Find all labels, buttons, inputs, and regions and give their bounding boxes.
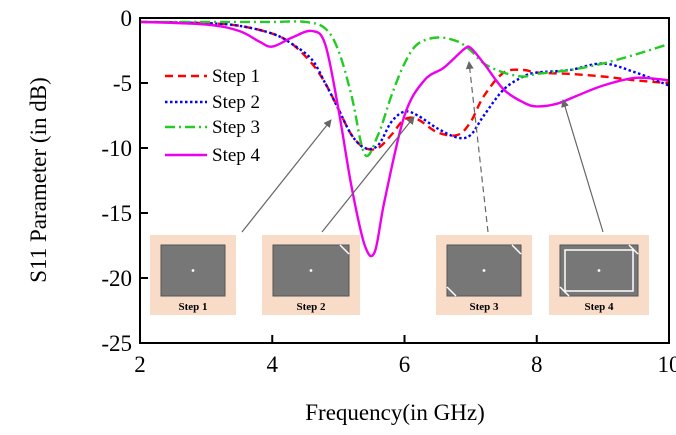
x-tick-label: 4 (267, 352, 279, 377)
feed-point (191, 269, 195, 272)
ring-slot (564, 249, 634, 292)
insets-layer: Step 1 Step 2 Step 3 Step 4 (150, 235, 649, 315)
y-tick-label: -5 (113, 71, 132, 96)
legend-label: Step 3 (212, 117, 260, 138)
x-tick-label: 2 (134, 352, 146, 377)
annotation-arrow (465, 61, 489, 233)
legend-item-step-4: Step 4 (165, 145, 261, 166)
series-layer (139, 20, 670, 258)
feed-point (482, 269, 486, 272)
series-line-step-3 (140, 20, 670, 158)
inset-step-2: Step 2 (262, 235, 360, 315)
axis-ticks: 2 4 6 8 10 0 -5 -10 -15 -20 -25 (101, 6, 676, 377)
corner-slot (446, 286, 457, 297)
legend: Step 1 Step 2 Step 3 Step 4 (165, 66, 261, 166)
inset-step-4: Step 4 (549, 235, 649, 315)
legend-label: Step 4 (212, 145, 261, 166)
x-tick-label: 10 (658, 352, 676, 377)
inset-label: Step 3 (469, 301, 499, 313)
y-tick-label: -10 (101, 136, 132, 161)
y-tick-label: -25 (101, 331, 132, 356)
corner-slot (339, 244, 350, 255)
corner-slot (511, 244, 522, 255)
series-line-step-2 (139, 20, 670, 151)
legend-label: Step 1 (212, 66, 260, 87)
annotation-arrow (321, 116, 415, 233)
legend-item-step-2: Step 2 (165, 92, 260, 113)
x-tick-label: 8 (531, 352, 543, 377)
feed-point (309, 269, 313, 272)
legend-item-step-3: Step 3 (165, 117, 260, 138)
inset-step-3: Step 3 (436, 235, 532, 315)
annotation-arrows (241, 61, 604, 233)
feed-point (597, 269, 601, 272)
annotation-arrow (241, 119, 332, 233)
antenna-patch (160, 244, 226, 297)
legend-item-step-1: Step 1 (165, 66, 260, 87)
inset-label: Step 2 (296, 301, 326, 313)
series-line-step-4 (139, 20, 670, 258)
legend-label: Step 2 (212, 92, 260, 113)
y-tick-label: -20 (101, 266, 132, 291)
annotation-arrow (561, 99, 604, 233)
y-tick-label: -15 (101, 201, 132, 226)
inset-label: Step 1 (178, 301, 207, 313)
y-tick-label: 0 (121, 6, 133, 31)
x-tick-label: 6 (399, 352, 411, 377)
y-axis-title: S11 Parameter (in dB) (26, 77, 51, 282)
inset-step-1: Step 1 (150, 235, 236, 315)
inset-label: Step 4 (584, 301, 614, 313)
x-axis-title: Frequency(in GHz) (305, 400, 484, 425)
